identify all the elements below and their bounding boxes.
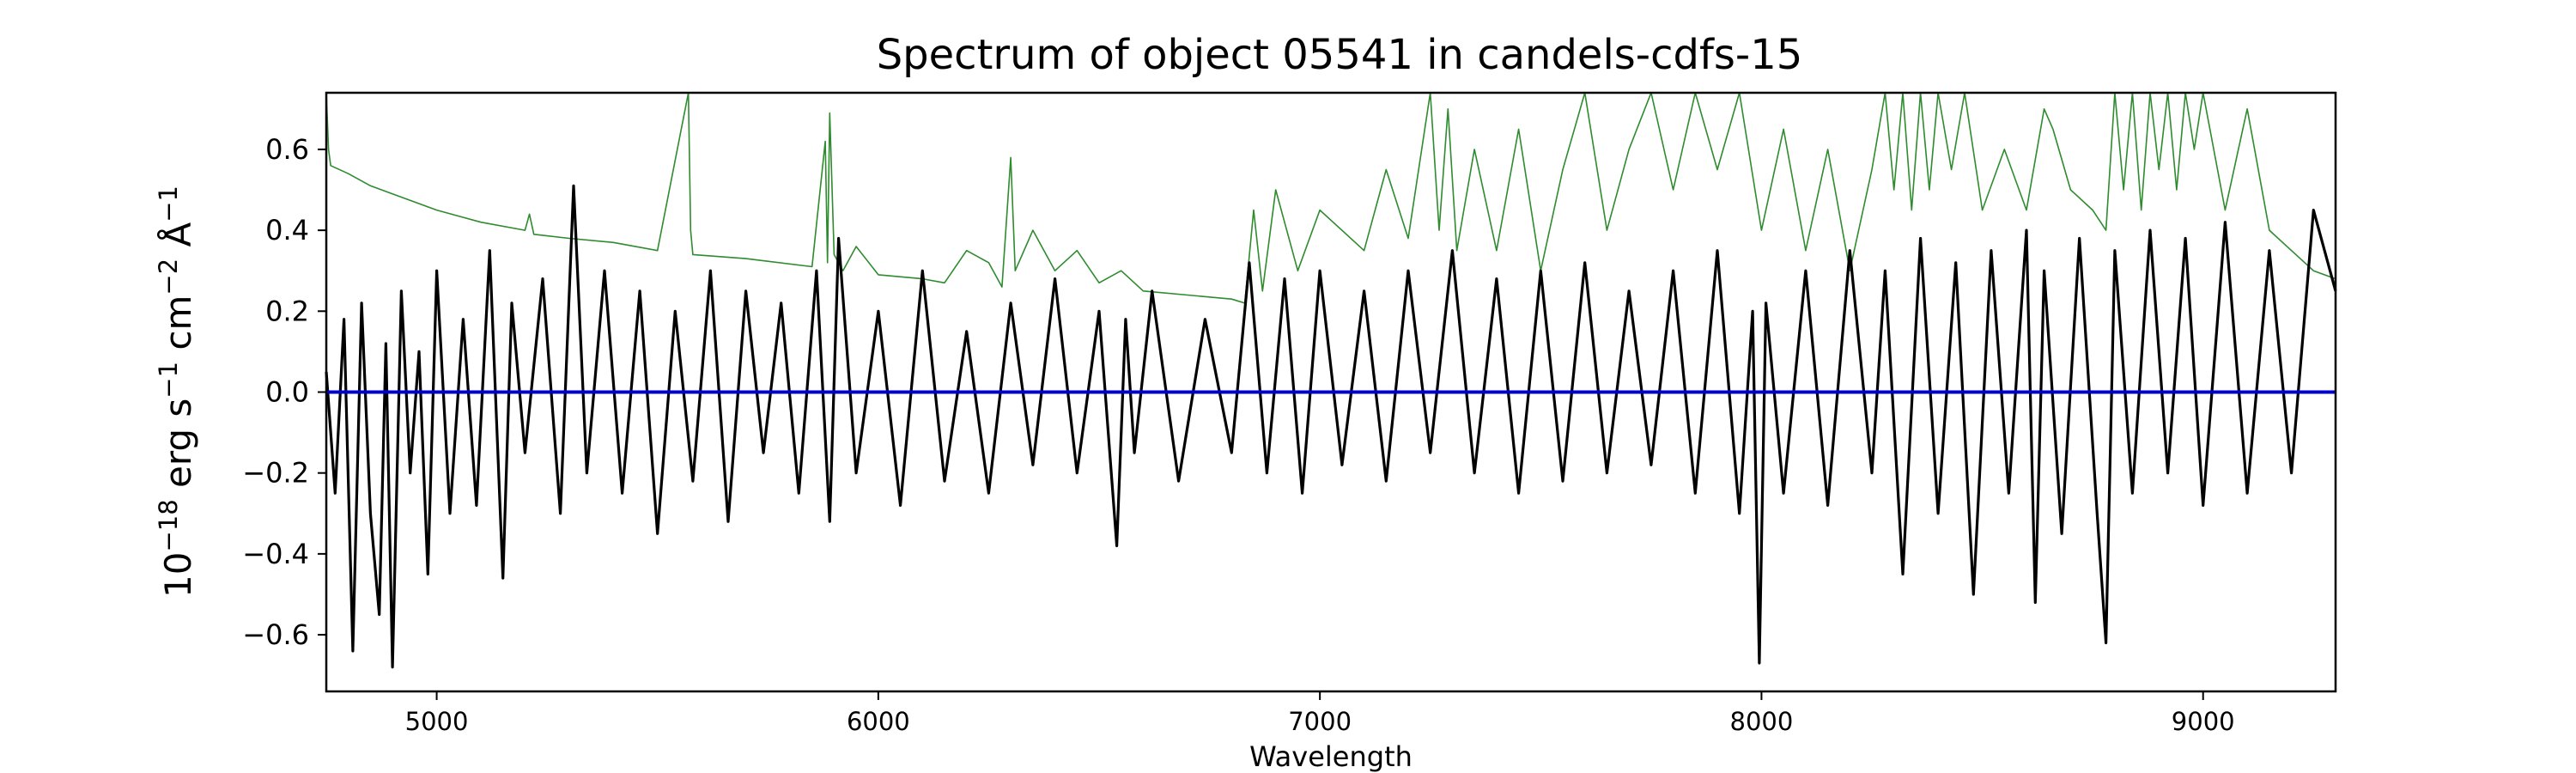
x-tick-label: 7000 [1288, 707, 1352, 736]
x-axis-label: Wavelength [1249, 740, 1413, 773]
x-tick-label: 6000 [847, 707, 910, 736]
y-label-exp-2: −1 [154, 362, 183, 399]
y-tick-label: −0.6 [242, 618, 309, 651]
y-label-exp-3: −2 [154, 259, 183, 295]
y-tick-label: 0.0 [265, 376, 309, 409]
x-tick-label: 9000 [2172, 707, 2235, 736]
x-tick-label: 5000 [405, 707, 469, 736]
y-tick-label: 0.6 [265, 133, 309, 166]
y-tick-label: 0.4 [265, 214, 309, 247]
y-tick-label: −0.2 [242, 457, 309, 490]
y-label-exp-4: −1 [154, 186, 183, 222]
series-layer [325, 92, 2337, 669]
x-tick-label: 8000 [1730, 707, 1794, 736]
y-label-exp-1: −18 [154, 499, 183, 551]
y-tick-label: 0.2 [265, 295, 309, 327]
y-label-unit-erg: erg s [157, 399, 199, 500]
flux-series-line [325, 184, 2337, 669]
axis-layer: 5000 6000 7000 8000 9000 −0.6 −0.4 −0.2 0.0 0.2 0.… [242, 133, 2234, 736]
y-tick-label: −0.4 [242, 538, 309, 570]
y-axis-label: 10−18 erg s−1 cm−2 Å−1 [154, 186, 199, 598]
y-label-base: 10 [157, 552, 199, 598]
chart-title: Spectrum of object 05541 in candels-cdfs… [877, 31, 1803, 79]
y-label-unit-cm: cm [157, 295, 199, 362]
y-label-unit-angstrom: Å [156, 222, 199, 259]
sky-series-line [325, 92, 2336, 304]
